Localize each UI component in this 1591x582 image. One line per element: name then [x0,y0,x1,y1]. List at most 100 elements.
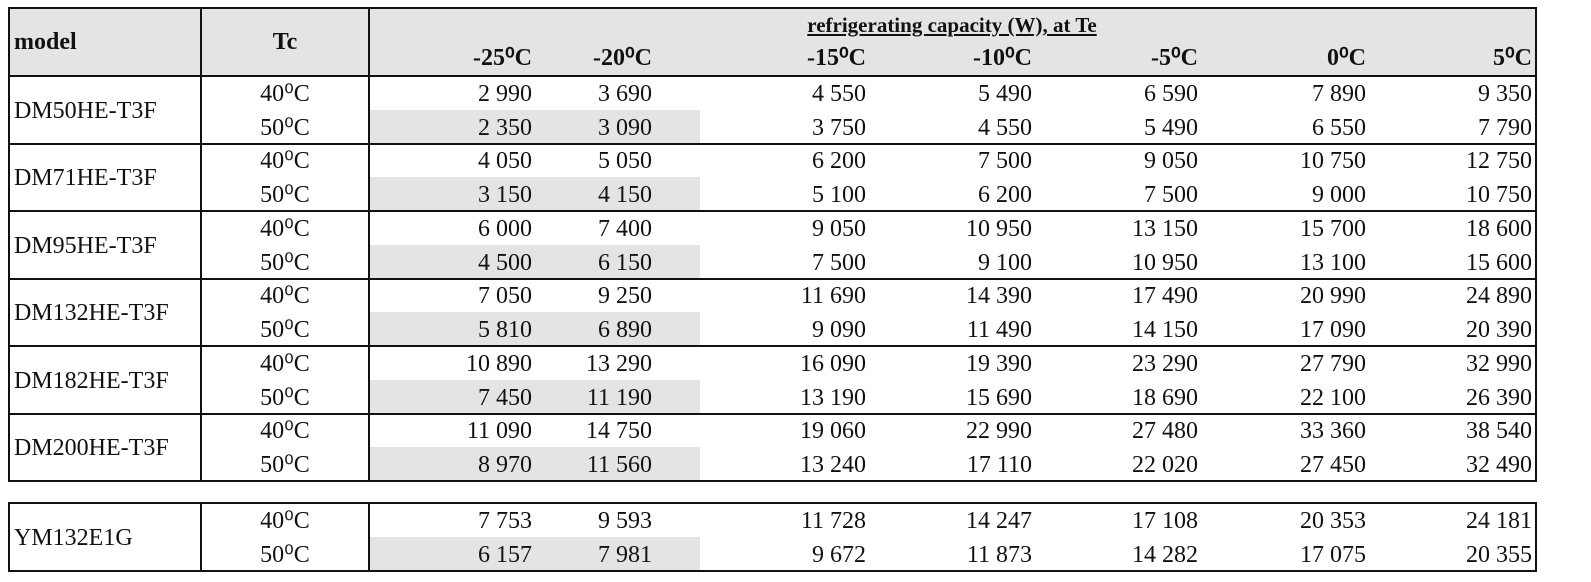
value-cell: 17 110 [966,452,1032,479]
value-cell: 9 672 [812,541,866,568]
value-cell: 5 490 [1144,114,1198,141]
tc-cell: 40⁰C [260,148,310,175]
value-cell: 4 050 [478,148,532,175]
value-cell: 7 050 [478,283,532,310]
value-cell: 5 050 [598,148,652,175]
value-cell: 5 810 [478,317,532,344]
tc-cell: 50⁰C [260,182,310,209]
value-cell: 12 750 [1466,148,1532,175]
rule [1535,7,1537,482]
value-cell: 6 200 [812,148,866,175]
tc-cell: 40⁰C [260,283,310,310]
value-cell: 13 190 [800,384,866,411]
value-cell: 32 490 [1466,452,1532,479]
value-cell: 38 540 [1466,418,1532,445]
te-header: 5⁰C [1493,45,1532,71]
value-cell: 15 700 [1300,215,1366,242]
value-cell: 32 990 [1466,350,1532,377]
rule [8,502,10,572]
value-cell: 27 790 [1300,350,1366,377]
value-cell: 27 480 [1132,418,1198,445]
value-cell: 22 990 [966,418,1032,445]
value-cell: 9 350 [1478,80,1532,107]
rule [8,480,1535,482]
rule [8,7,10,482]
value-cell: 20 390 [1466,317,1532,344]
value-cell: 3 150 [478,182,532,209]
value-cell: 4 150 [598,182,652,209]
value-cell: 7 500 [978,148,1032,175]
value-cell: 11 560 [586,452,652,479]
rule [8,412,1535,415]
row-shade [370,379,700,413]
value-cell: 17 075 [1300,541,1366,568]
tc-cell: 40⁰C [260,215,310,242]
rule [8,345,1535,347]
value-cell: 5 490 [978,80,1032,107]
value-cell: 2 350 [478,114,532,141]
tc-cell: 40⁰C [260,350,310,377]
value-cell: 5 100 [812,182,866,209]
value-cell: 6 000 [478,215,532,242]
value-cell: 14 150 [1132,317,1198,344]
model-cell: DM200HE-T3F [14,435,169,462]
rule [200,502,202,572]
row-shade [370,536,700,570]
value-cell: 7 400 [598,215,652,242]
value-cell: 7 753 [478,507,532,534]
value-cell: 19 060 [800,418,866,445]
te-header: -15⁰C [807,45,866,71]
value-cell: 14 390 [966,283,1032,310]
value-cell: 4 550 [812,80,866,107]
value-cell: 6 200 [978,182,1032,209]
value-cell: 6 157 [478,541,532,568]
value-cell: 22 100 [1300,384,1366,411]
value-cell: 10 950 [966,215,1032,242]
value-cell: 8 970 [478,452,532,479]
value-cell: 27 450 [1300,452,1366,479]
model-cell: DM132HE-T3F [14,300,169,327]
row-shade [370,244,700,278]
value-cell: 3 090 [598,114,652,141]
te-header: 0⁰C [1327,45,1366,71]
value-cell: 11 728 [800,507,866,534]
value-cell: 10 750 [1466,182,1532,209]
value-cell: 22 020 [1132,452,1198,479]
te-header: -25⁰C [473,45,532,71]
model-cell: DM95HE-T3F [14,232,157,259]
tc-cell: 50⁰C [260,249,310,276]
value-cell: 7 450 [478,384,532,411]
value-cell: 7 500 [1144,182,1198,209]
tc-cell: 50⁰C [260,452,310,479]
value-cell: 11 490 [966,317,1032,344]
value-cell: 7 890 [1312,80,1366,107]
value-cell: 17 090 [1300,317,1366,344]
value-cell: 18 600 [1466,215,1532,242]
rule [368,502,370,572]
value-cell: 11 873 [966,541,1032,568]
row-shade [370,109,700,143]
tc-cell: 40⁰C [260,418,310,445]
value-cell: 10 750 [1300,148,1366,175]
value-cell: 13 100 [1300,249,1366,276]
rule [8,502,1535,504]
value-cell: 18 690 [1132,384,1198,411]
value-cell: 14 750 [586,418,652,445]
value-cell: 14 247 [966,507,1032,534]
value-cell: 15 600 [1466,249,1532,276]
rule [8,7,1535,9]
value-cell: 6 550 [1312,114,1366,141]
value-cell: 9 000 [1312,182,1366,209]
value-cell: 11 690 [800,283,866,310]
value-cell: 13 240 [800,452,866,479]
value-cell: 14 282 [1132,541,1198,568]
value-cell: 24 181 [1466,507,1532,534]
rule [200,7,202,482]
value-cell: 24 890 [1466,283,1532,310]
te-header: -10⁰C [973,45,1032,71]
model-cell: DM71HE-T3F [14,165,157,192]
value-cell: 11 090 [466,418,532,445]
value-cell: 20 990 [1300,283,1366,310]
value-cell: 9 050 [1144,148,1198,175]
value-cell: 17 490 [1132,283,1198,310]
